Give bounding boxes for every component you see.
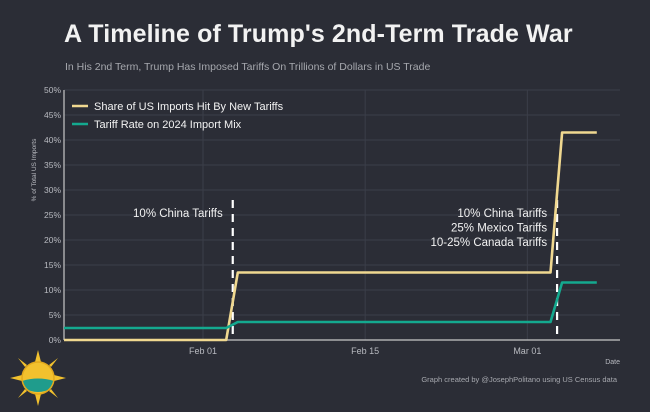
x-tick-label: Feb 15 [351, 346, 379, 356]
x-tick-label: Feb 01 [189, 346, 217, 356]
sun-logo-icon [10, 350, 66, 406]
legend-label: Tariff Rate on 2024 Import Mix [94, 119, 242, 131]
y-tick-label: 30% [44, 185, 61, 195]
annotation-label: 25% Mexico Tariffs [451, 223, 547, 235]
annotation-label: 10-25% Canada Tariffs [431, 237, 548, 249]
chart-title: A Timeline of Trump's 2nd-Term Trade War [64, 20, 573, 48]
annotation-label: 10% China Tariffs [457, 208, 547, 220]
y-tick-label: 50% [44, 85, 61, 95]
x-tick-label: Mar 01 [513, 346, 541, 356]
y-tick-label: 15% [44, 260, 61, 270]
legend-label: Share of US Imports Hit By New Tariffs [94, 101, 284, 113]
series-line [64, 131, 597, 342]
y-tick-label: 45% [44, 110, 61, 120]
x-axis-label: Date [605, 359, 620, 366]
y-tick-label: 20% [44, 235, 61, 245]
chart-credit: Graph created by @JosephPolitano using U… [421, 375, 617, 384]
y-tick-label: 5% [49, 310, 62, 320]
annotation-label: 10% China Tariffs [133, 208, 223, 220]
y-tick-label: 25% [44, 210, 61, 220]
y-tick-label: 0% [49, 335, 62, 345]
y-tick-label: 40% [44, 135, 61, 145]
chart-subtitle: In His 2nd Term, Trump Has Imposed Tarif… [65, 61, 431, 73]
series-line [64, 281, 597, 330]
y-tick-label: 35% [44, 160, 61, 170]
y-axis-label: % of Total US Imports [31, 138, 38, 201]
y-tick-label: 10% [44, 285, 61, 295]
